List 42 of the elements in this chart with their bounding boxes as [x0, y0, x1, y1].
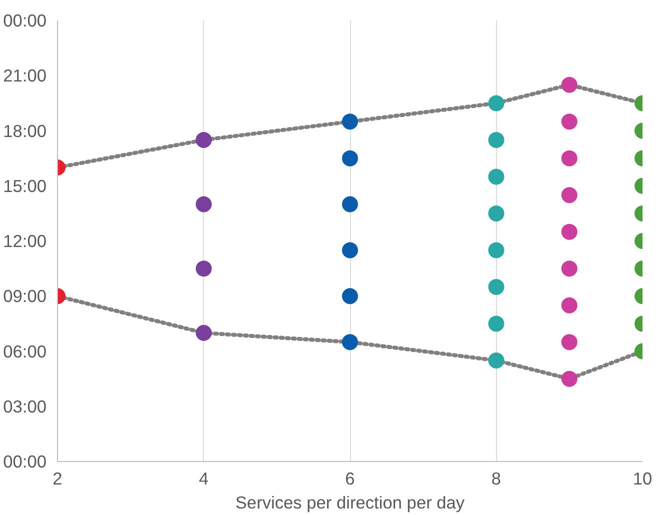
- point: [342, 288, 358, 304]
- point: [342, 334, 358, 350]
- point: [561, 150, 578, 166]
- point: [561, 334, 578, 350]
- point: [561, 224, 578, 240]
- point: [561, 260, 578, 277]
- y-tick-label: 15:00: [3, 176, 47, 196]
- x-tick-label: 10: [632, 468, 652, 488]
- point: [342, 150, 358, 166]
- point: [342, 196, 358, 212]
- point: [488, 242, 504, 258]
- x-tick-label: 8: [491, 468, 502, 488]
- point: [488, 205, 504, 222]
- y-tick-label: 03:00: [3, 396, 47, 416]
- point: [561, 114, 578, 130]
- x-axis-title: Services per direction per day: [235, 492, 465, 512]
- point: [196, 260, 212, 277]
- x-tick-label: 4: [198, 468, 209, 488]
- point: [196, 132, 212, 148]
- point: [561, 297, 578, 314]
- point: [488, 132, 504, 148]
- y-tick-label: 00:00: [3, 10, 47, 30]
- point: [561, 76, 578, 93]
- y-tick-label: 12:00: [3, 231, 47, 251]
- y-tick-label: 18:00: [3, 120, 47, 141]
- point: [488, 352, 504, 368]
- point: [488, 168, 504, 185]
- point: [196, 324, 212, 341]
- point: [561, 187, 578, 204]
- y-tick-label: 21:00: [3, 66, 47, 86]
- y-tick-label: 00:00: [3, 452, 47, 472]
- x-tick-label: 2: [52, 468, 62, 488]
- y-tick-label: 06:00: [3, 341, 47, 362]
- y-tick-label: 09:00: [3, 286, 47, 306]
- point: [196, 196, 212, 212]
- point: [561, 370, 578, 387]
- point: [342, 114, 358, 130]
- point: [488, 316, 504, 332]
- point: [342, 242, 358, 258]
- point: [488, 95, 504, 112]
- x-tick-label: 6: [345, 468, 355, 488]
- point: [488, 278, 504, 295]
